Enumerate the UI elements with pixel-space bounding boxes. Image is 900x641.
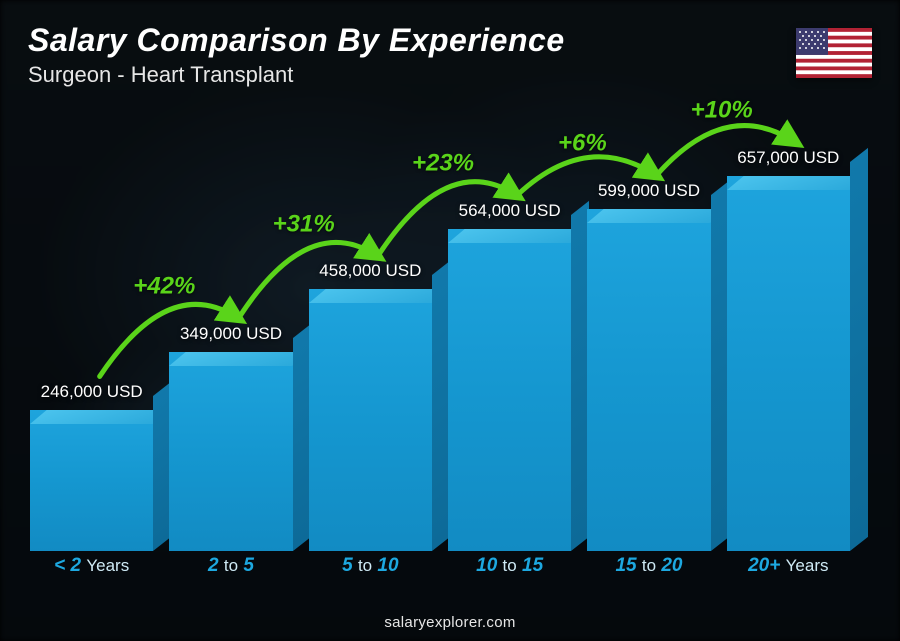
bar-top-face [587,209,727,223]
bar-top-face [448,229,588,243]
footer-attribution: salaryexplorer.com [0,614,900,631]
bar [727,176,850,551]
salary-chart: 246,000 USD 349,000 USD 458,000 USD 564,000… [30,110,850,591]
flag-icon [796,28,872,78]
category-label: 20+ Years [727,555,850,591]
category-label: 15 to 20 [587,555,710,591]
bar-top-face [309,289,449,303]
bar-front-face [727,176,850,551]
value-label: 458,000 USD [319,261,421,281]
bar-column: 599,000 USD [587,110,710,551]
bar-front-face [587,209,710,551]
value-label: 599,000 USD [598,181,700,201]
bar-column: 657,000 USD [727,110,850,551]
category-label: < 2 Years [30,555,153,591]
bar-front-face [309,289,432,551]
value-label: 657,000 USD [737,148,839,168]
category-label: 2 to 5 [169,555,292,591]
bar [448,229,571,551]
value-label: 246,000 USD [41,382,143,402]
content: Salary Comparison By Experience Surgeon … [0,0,900,641]
bar-top-face [727,176,867,190]
page-title: Salary Comparison By Experience [28,22,565,59]
bar-column: 349,000 USD [169,110,292,551]
value-label: 564,000 USD [459,201,561,221]
page-subtitle: Surgeon - Heart Transplant [28,62,293,88]
category-label: 10 to 15 [448,555,571,591]
bar [169,352,292,551]
bar-top-face [30,410,170,424]
bar [587,209,710,551]
bar-front-face [30,410,153,551]
bar-column: 564,000 USD [448,110,571,551]
bar-front-face [169,352,292,551]
bar-column: 246,000 USD [30,110,153,551]
value-label: 349,000 USD [180,324,282,344]
category-labels: < 2 Years 2 to 5 5 to 10 10 to 15 15 to 20 20… [30,555,850,591]
bar [30,410,153,551]
bar [309,289,432,551]
bars-container: 246,000 USD 349,000 USD 458,000 USD 564,000… [30,110,850,551]
bar-side-face [850,148,868,551]
bar-top-face [169,352,309,366]
category-label: 5 to 10 [309,555,432,591]
bar-front-face [448,229,571,551]
bar-column: 458,000 USD [309,110,432,551]
